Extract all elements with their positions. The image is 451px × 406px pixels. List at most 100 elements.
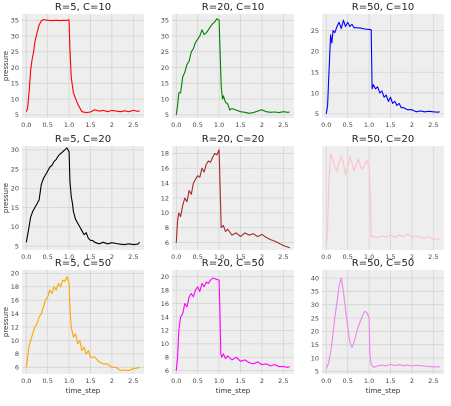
- y-tick-label: 15: [11, 80, 19, 88]
- y-tick-label: 10: [161, 340, 169, 348]
- y-tick-label: 20: [11, 185, 19, 193]
- y-axis-label: pressure: [2, 51, 10, 81]
- y-tick-label: 20: [11, 64, 19, 72]
- x-tick-label: 0.5: [43, 121, 53, 129]
- x-tick-label: 1.5: [235, 377, 245, 385]
- x-tick-label: 1.0: [364, 121, 374, 129]
- y-tick-label: 30: [11, 146, 19, 154]
- subplot-7: 0.0 0.5 1.0 1.5 2 2.5 6 8 10 12 14 16 18 20 R=5, C=50 t…: [2, 258, 144, 395]
- plot-area: [322, 146, 444, 250]
- y-tick-label: 25: [11, 165, 19, 173]
- subplot-6: 0.0 0.5 1.0 1.5 2 2.5 R=50, C=20: [321, 134, 444, 261]
- x-tick-label: 1.0: [64, 377, 74, 385]
- y-tick-label: 30: [161, 32, 169, 40]
- x-tick-label: 2: [410, 121, 414, 129]
- plot-area: [172, 270, 294, 374]
- subplot-title: R=20, C=20: [202, 134, 265, 145]
- x-tick-label: 2: [110, 121, 114, 129]
- y-tick-label: 10: [11, 95, 19, 103]
- y-tick-label: 20: [11, 270, 19, 278]
- subplot-5: 0.0 0.5 1.0 1.5 2 2.5 6 8 10 12 14 16 18 R=20, C=20: [161, 134, 294, 261]
- subplot-title: R=5, C=20: [55, 134, 111, 145]
- y-tick-label: 25: [11, 48, 19, 56]
- y-tick-label: 12: [161, 327, 169, 335]
- series-line: [325, 19, 440, 114]
- subplot-title: R=20, C=10: [202, 2, 265, 13]
- y-tick-label: 10: [11, 223, 19, 231]
- x-tick-label: 1.0: [64, 253, 74, 261]
- x-tick-label: 1.5: [235, 253, 245, 261]
- series-line: [25, 19, 140, 114]
- x-tick-label: 2.5: [128, 121, 138, 129]
- x-axis-label: time_step: [216, 387, 251, 395]
- y-tick-label: 10: [161, 95, 169, 103]
- x-axis-label: time_step: [366, 387, 401, 395]
- x-tick-label: 1.5: [385, 253, 395, 261]
- y-tick-label: 20: [161, 273, 169, 281]
- x-tick-label: 2.5: [278, 377, 288, 385]
- x-tick-label: 2: [410, 377, 414, 385]
- y-tick-label: 5: [15, 111, 19, 119]
- x-tick-label: 2.5: [428, 253, 438, 261]
- x-tick-label: 2.5: [128, 253, 138, 261]
- y-tick-label: 35: [161, 17, 169, 25]
- y-tick-label: 6: [15, 364, 19, 372]
- x-tick-label: 0.0: [171, 253, 181, 261]
- y-tick-label: 5: [15, 242, 19, 250]
- y-tick-label: 35: [311, 288, 319, 296]
- x-tick-label: 0.5: [43, 377, 53, 385]
- y-tick-label: 14: [11, 310, 19, 318]
- x-tick-label: 1.0: [64, 121, 74, 129]
- y-tick-label: 10: [11, 337, 19, 345]
- subplot-9: 0.0 0.5 1.0 1.5 2 2.5 5 10 15 20 25 30 35 40 R=50, C=5…: [311, 258, 444, 395]
- y-tick-label: 16: [161, 165, 169, 173]
- x-tick-label: 1.0: [214, 253, 224, 261]
- x-tick-label: 0.0: [321, 121, 331, 129]
- y-tick-label: 30: [311, 301, 319, 309]
- x-tick-label: 1.5: [235, 121, 245, 129]
- y-tick-label: 15: [161, 80, 169, 88]
- subplot-title: R=20, C=50: [202, 258, 265, 269]
- plot-area: [322, 14, 444, 118]
- series-line: [25, 276, 140, 372]
- y-tick-label: 20: [311, 328, 319, 336]
- x-tick-label: 1.5: [85, 253, 95, 261]
- x-tick-label: 2: [110, 253, 114, 261]
- x-tick-label: 0.0: [171, 377, 181, 385]
- y-tick-label: 20: [311, 48, 319, 56]
- subplot-title: R=5, C=50: [55, 258, 111, 269]
- y-tick-label: 12: [161, 194, 169, 202]
- y-tick-label: 8: [165, 224, 169, 232]
- subplot-title: R=50, C=10: [352, 2, 415, 13]
- y-tick-label: 25: [161, 48, 169, 56]
- y-tick-label: 40: [311, 274, 319, 282]
- x-tick-label: 0.0: [171, 121, 181, 129]
- y-tick-label: 12: [11, 323, 19, 331]
- x-tick-label: 0.5: [343, 253, 353, 261]
- x-tick-label: 0.5: [43, 253, 53, 261]
- subplot-3: 0.0 0.5 1.0 1.5 2 2.5 5 10 15 20 25 R=50, C=10: [311, 2, 444, 129]
- y-tick-label: 18: [161, 150, 169, 158]
- subplot-title: R=50, C=20: [352, 134, 415, 145]
- plot-area: [22, 14, 144, 118]
- x-tick-label: 2: [410, 253, 414, 261]
- x-tick-label: 1.5: [85, 377, 95, 385]
- x-tick-label: 2: [260, 121, 264, 129]
- x-tick-label: 0.0: [21, 377, 31, 385]
- x-tick-label: 1.0: [364, 377, 374, 385]
- y-tick-label: 10: [161, 209, 169, 217]
- y-tick-label: 16: [11, 296, 19, 304]
- y-tick-label: 8: [165, 354, 169, 362]
- y-tick-label: 5: [315, 368, 319, 376]
- plot-area: [22, 270, 144, 374]
- y-tick-label: 8: [15, 350, 19, 358]
- x-tick-label: 0.5: [343, 377, 353, 385]
- x-tick-label: 2: [260, 377, 264, 385]
- y-tick-label: 16: [161, 300, 169, 308]
- y-tick-label: 6: [165, 239, 169, 247]
- series-line: [175, 149, 290, 249]
- y-tick-label: 35: [11, 17, 19, 25]
- x-tick-label: 2.5: [428, 121, 438, 129]
- y-tick-label: 10: [311, 89, 319, 97]
